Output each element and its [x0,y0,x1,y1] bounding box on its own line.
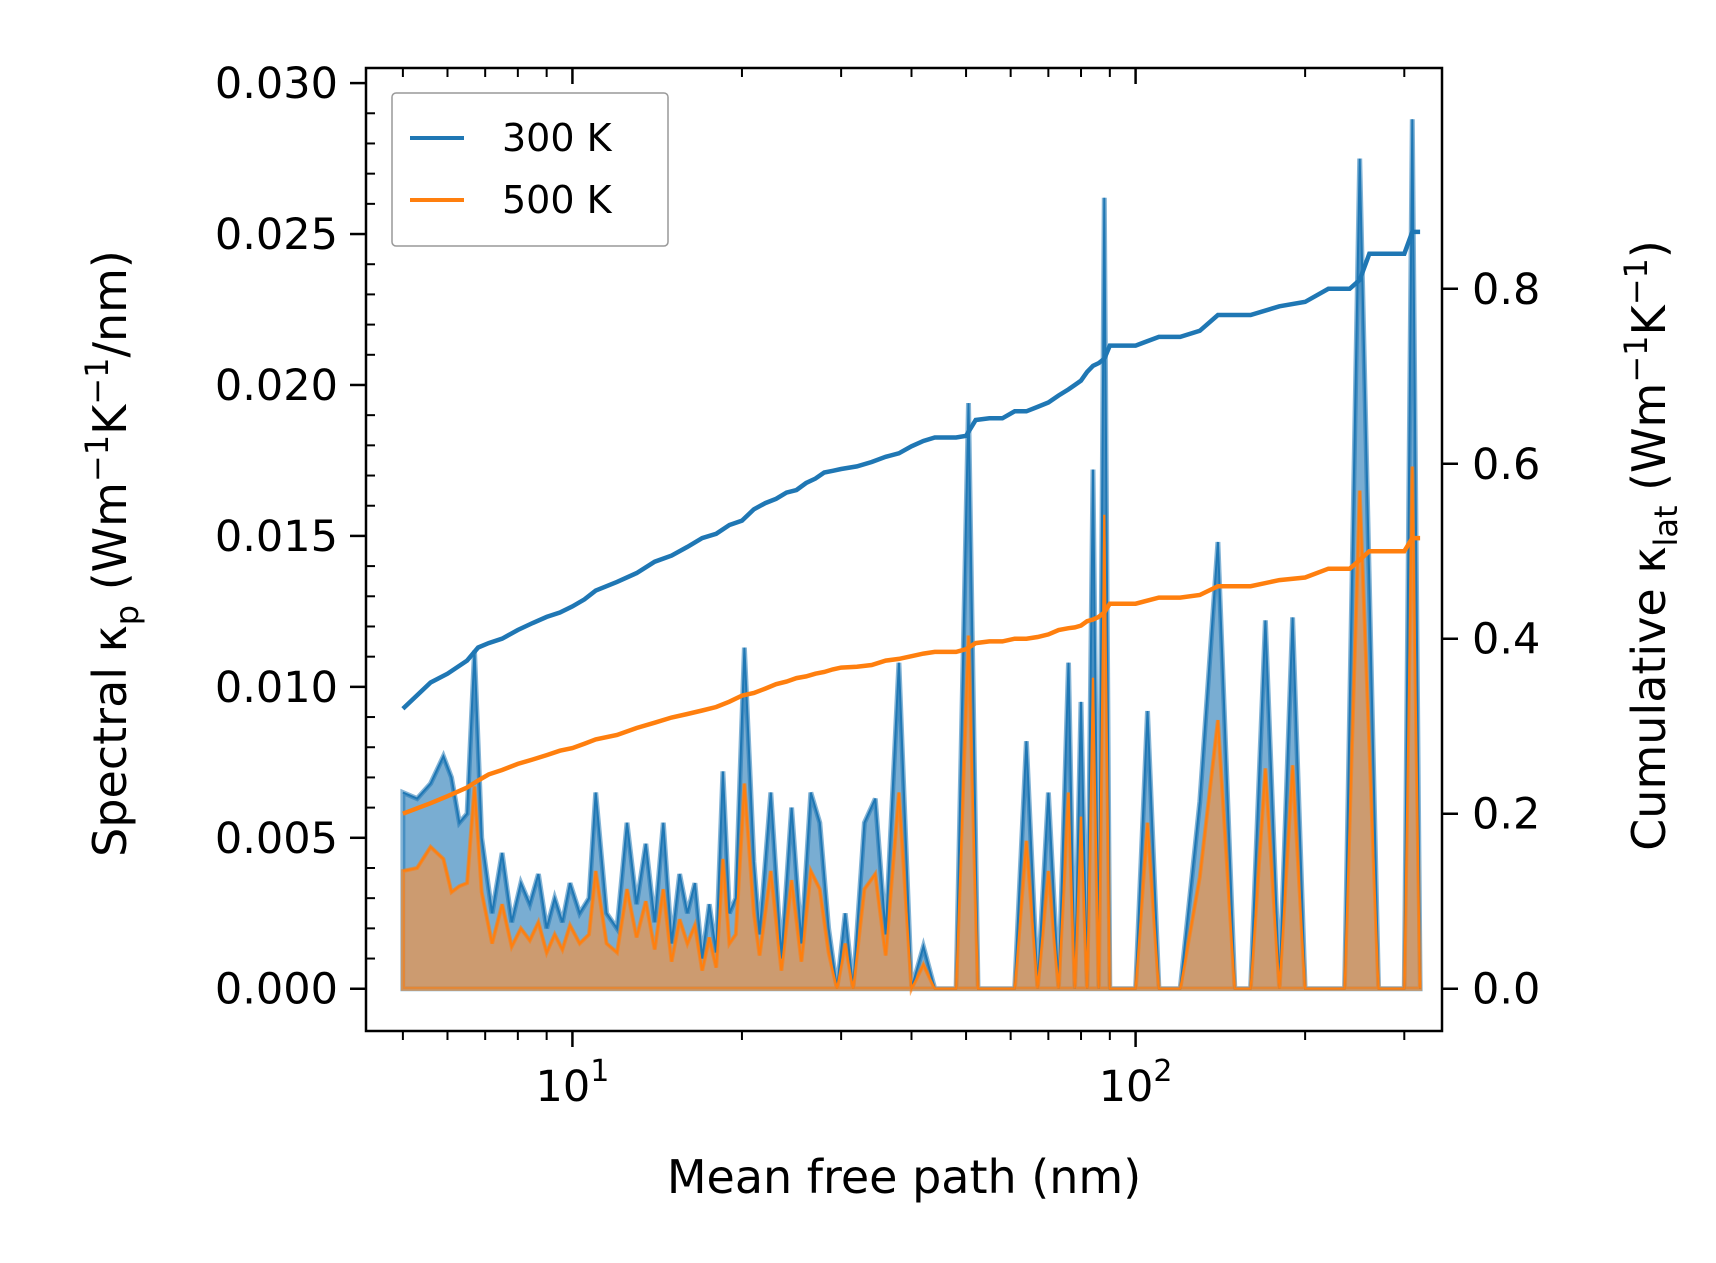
y-right-label-rest: (Wm [1622,383,1676,506]
y-left-label-end: /nm) [83,250,137,357]
y-right-label-sup2: −1 [1617,258,1655,305]
y-right-label-mid: K [1622,303,1676,335]
legend-label-500k: 500 K [502,178,613,222]
y-left-tick-label: 0.015 [215,512,338,562]
cumulative-line-500k [402,535,1421,816]
y-left-label-main: Spectral κ [83,625,137,857]
y-left-label-sup1: −1 [78,435,116,482]
x-tick-label-base: 10 [536,1062,591,1112]
plot-frame [364,66,1444,1033]
y-right-tick-label: 0.0 [1472,965,1540,1015]
y-left-tick-label: 0.025 [215,210,338,260]
y-left-tick-label: 0.020 [215,361,338,411]
x-tick-label-exp: 2 [1153,1054,1172,1089]
y-right-label-sub: lat [1647,506,1685,547]
legend: 300 K 500 K [391,92,669,247]
y-axis-label-left: Spectral κp (Wm−1K−1/nm) [78,250,146,857]
y-axis-label-right: Cumulative κlat (Wm−1K−1) [1617,240,1685,851]
x-tick-label-base: 10 [1099,1062,1154,1112]
x-axis-label: Mean free path (nm) [667,1150,1141,1204]
spectral-line-500k [402,466,1422,993]
y-left-tick-label: 0.010 [215,663,338,713]
y-left-tick-label: 0.000 [215,965,338,1015]
y-left-label-rest: (Wm [83,482,137,605]
legend-label-300k: 300 K [502,116,613,160]
y-right-label-end: ) [1622,240,1676,258]
plot-border [364,66,1444,1033]
cumulative-line-300k [401,229,1421,711]
y-left-tick-label: 0.030 [215,59,338,109]
y-left-label-mid: K [83,403,137,435]
y-right-tick-label: 0.6 [1472,440,1540,490]
spectral-fills [400,119,1423,997]
y-right-tick-label: 0.2 [1472,790,1540,840]
y-left-label-sup2: −1 [78,358,116,405]
y-right-label-sup1: −1 [1617,335,1655,382]
y-right-tick-label: 0.8 [1472,265,1540,315]
y-right-label-main: Cumulative κ [1622,547,1676,851]
y-left-label-sub: p [108,605,146,625]
x-tick-label-exp: 1 [590,1054,609,1089]
y-right-tick-label: 0.4 [1472,615,1540,665]
legend-box [391,92,669,247]
y-left-tick-label: 0.005 [215,814,338,864]
x-tick-label: 101 [536,1054,610,1112]
axis-ticks: 0.000 0.005 0.010 0.015 0.020 0.025 0.030 0.0 0.… [215,59,1541,1112]
x-tick-label: 102 [1099,1054,1173,1112]
series-lines [401,229,1421,816]
